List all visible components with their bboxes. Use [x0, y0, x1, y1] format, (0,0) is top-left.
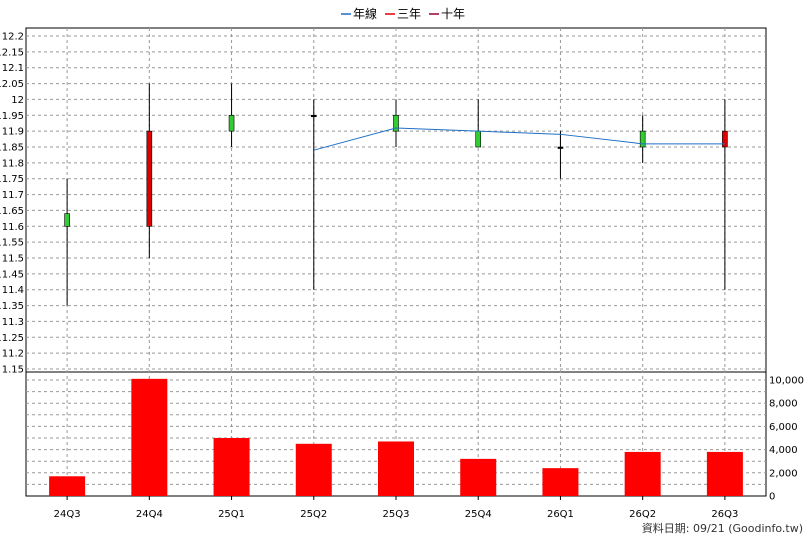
price-tick-label: 11.6	[2, 222, 24, 233]
volume-bar	[378, 441, 414, 496]
candlesticks	[64, 83, 728, 306]
price-tick-label: 11.25	[0, 333, 24, 344]
volume-bar	[131, 378, 168, 496]
price-tick-label: 11.55	[0, 238, 24, 249]
candle-body	[475, 130, 482, 148]
x-tick-label: 26Q2	[629, 509, 656, 520]
volume-tick-label: 0	[769, 492, 775, 503]
price-tick-label: 11.9	[2, 127, 24, 138]
price-tick-label: 11.65	[0, 206, 24, 217]
price-tick-label: 11.75	[0, 174, 24, 185]
price-lines	[313, 127, 725, 151]
candle-body	[146, 130, 153, 227]
candle-body	[64, 213, 70, 227]
volume-bars	[49, 378, 743, 496]
x-axis: 24Q3 24Q4 25Q1 25Q2 25Q3 25Q4 26Q1 26Q2 26Q3	[54, 496, 738, 520]
price-tick-label: 11.85	[0, 143, 24, 154]
legend-item: 年線	[353, 6, 377, 21]
x-tick-label: 25Q1	[218, 509, 245, 520]
volume-tick-label: 2,000	[769, 468, 798, 479]
price-tick-label: 11.7	[2, 190, 24, 201]
price-tick-label: 12	[11, 95, 24, 106]
price-tick-label: 12.05	[0, 79, 24, 90]
volume-axis: 0 2,000 4,000 6,000 8,000 10,000	[769, 376, 804, 503]
price-tick-label: 12.2	[2, 32, 24, 43]
x-tick-label: 24Q4	[136, 509, 163, 520]
legend-item: 三年	[397, 7, 421, 21]
x-tick-label: 25Q3	[383, 509, 410, 520]
volume-bar	[542, 468, 579, 496]
source-footer: 資料日期: 09/21 (Goodinfo.tw)	[642, 521, 803, 535]
price-tick-label: 12.1	[2, 63, 24, 74]
candle-body	[310, 114, 317, 118]
volume-bar	[49, 476, 86, 496]
candle-body	[639, 130, 646, 148]
x-tick-label: 26Q1	[547, 509, 574, 520]
price-tick-label: 11.4	[2, 285, 24, 296]
price-tick-label: 12.15	[0, 47, 24, 58]
price-tick-label: 11.8	[2, 158, 24, 169]
volume-tick-label: 8,000	[769, 399, 798, 410]
candle-body	[393, 114, 399, 132]
chart-legend: 年線 三年 十年	[341, 6, 465, 21]
candle-body	[722, 130, 728, 148]
candle-body	[228, 114, 235, 132]
volume-tick-label: 4,000	[769, 445, 798, 456]
volume-tick-label: 6,000	[769, 422, 798, 433]
price-tick-label: 1.15	[2, 365, 24, 376]
volume-bar	[460, 458, 497, 496]
price-axis: 1.15 11.2 11.25 11.3 11.35 11.4 11.45 11.5 11.55…	[0, 32, 24, 376]
x-tick-label: 25Q4	[465, 509, 492, 520]
price-tick-label: 11.2	[2, 349, 24, 360]
volume-bar	[213, 438, 250, 496]
x-tick-label: 25Q2	[300, 509, 327, 520]
volume-bar	[624, 451, 661, 496]
volume-tick-label: 10,000	[769, 376, 804, 387]
price-tick-label: 11.5	[2, 254, 24, 265]
x-tick-label: 24Q3	[54, 509, 81, 520]
legend-item: 十年	[441, 7, 465, 21]
line-series	[313, 127, 725, 151]
candle-body	[557, 146, 564, 149]
volume-bar	[706, 451, 743, 496]
volume-bar	[295, 443, 332, 496]
price-tick-label: 11.95	[0, 111, 24, 122]
x-tick-label: 26Q3	[711, 509, 738, 520]
price-tick-label: 11.3	[2, 317, 24, 328]
price-tick-label: 11.45	[0, 269, 24, 280]
price-tick-label: 11.35	[0, 301, 24, 312]
